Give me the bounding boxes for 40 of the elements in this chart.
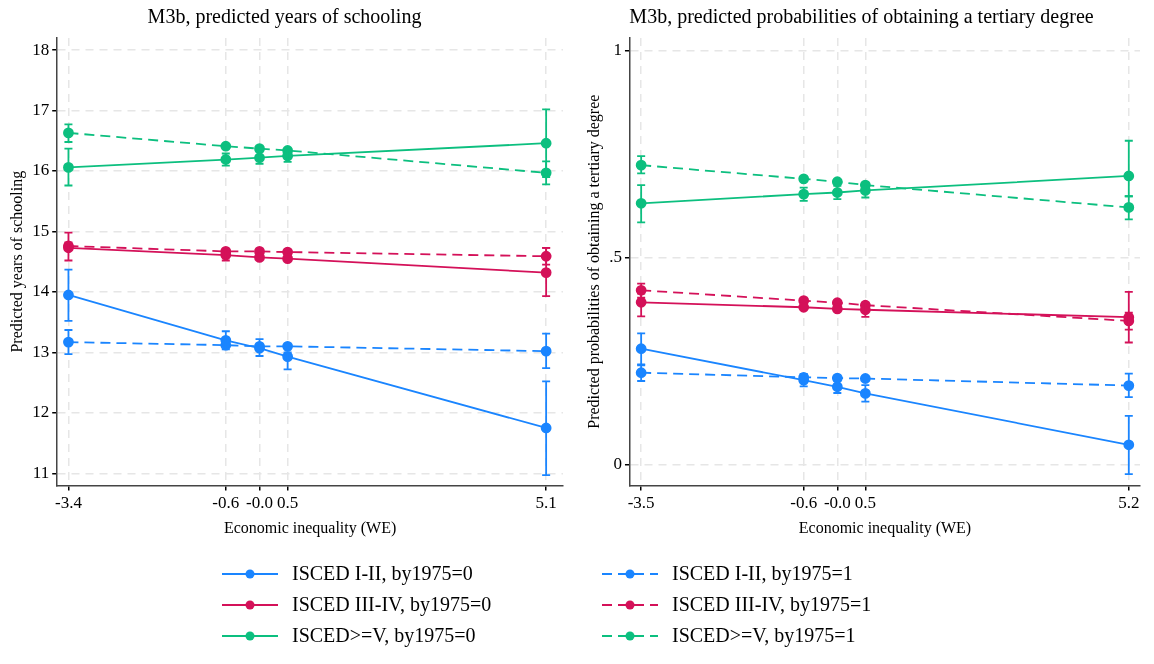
- y-axis-title: Predicted probabilities of obtaining a tertiary degree: [584, 94, 603, 429]
- y-tick-label: .5: [609, 247, 622, 267]
- point: [63, 127, 74, 139]
- legend-label: ISCED I-II, by1975=0: [292, 562, 473, 585]
- x-tick-label: -0.0: [823, 493, 851, 513]
- y-axis-title: Predicted years of schooling: [7, 170, 26, 353]
- x-tick-label: -3.4: [54, 493, 83, 513]
- y-tick-label: 1: [613, 39, 622, 59]
- point: [859, 373, 871, 384]
- legend-label: ISCED I-II, by1975=1: [672, 562, 853, 585]
- point: [63, 336, 74, 348]
- x-tick-label: -3.5: [627, 493, 655, 513]
- y-tick-label: 15: [32, 220, 50, 240]
- y-tick-label: 13: [32, 341, 50, 361]
- legend-label: ISCED III-IV, by1975=0: [292, 593, 492, 616]
- legend-label: ISCED III-IV, by1975=1: [672, 593, 872, 616]
- x-tick-label: -0.0: [246, 493, 273, 513]
- chart-title: M3b, predicted probabilities of obtaining a tertiary degree: [629, 5, 1094, 29]
- x-tick-label: 0.5: [854, 493, 876, 513]
- x-tick-label: -0.6: [212, 493, 240, 513]
- x-tick-label: 0.5: [276, 493, 299, 513]
- point: [798, 173, 810, 185]
- y-tick-label: 14: [32, 281, 50, 301]
- chart-title: M3b, predicted years of schooling: [147, 5, 422, 29]
- x-tick-label: 5.2: [1118, 493, 1140, 513]
- y-tick-label: 11: [32, 462, 50, 482]
- legend-label: ISCED>=V, by1975=0: [292, 624, 476, 647]
- point: [220, 140, 232, 152]
- x-axis-title: Economic inequality (WE): [798, 518, 972, 537]
- point: [282, 340, 294, 352]
- y-tick-label: 17: [32, 100, 50, 120]
- y-tick-label: 18: [32, 39, 50, 59]
- y-tick-label: 0: [613, 454, 622, 474]
- x-tick-label: -0.6: [790, 493, 818, 513]
- x-axis-title: Economic inequality (WE): [223, 518, 397, 537]
- y-tick-label: 16: [32, 160, 50, 180]
- legend-label: ISCED>=V, by1975=1: [672, 624, 856, 647]
- y-tick-label: 12: [32, 402, 50, 422]
- x-tick-label: 5.1: [535, 493, 557, 513]
- point: [63, 161, 74, 173]
